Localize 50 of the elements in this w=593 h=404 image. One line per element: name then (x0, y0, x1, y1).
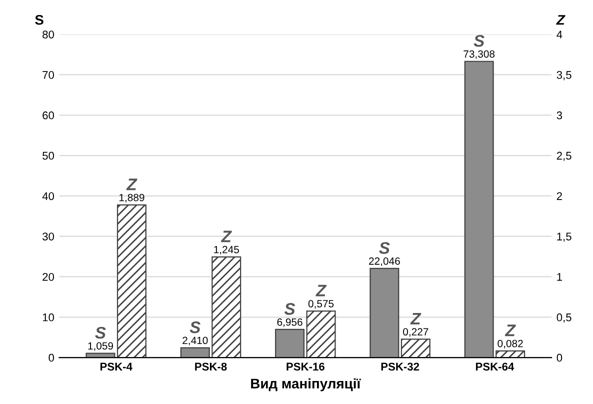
y2-tick-label: 4 (556, 30, 562, 38)
x-tick-label: PSK-32 (381, 362, 420, 371)
x-tick-label: PSK-4 (100, 362, 132, 371)
data-label: 1,059 (88, 342, 114, 351)
y-tick-label: 40 (42, 192, 54, 200)
y2-tick-label: 0,5 (556, 313, 572, 323)
y-tick-label: 60 (42, 111, 54, 120)
x-tick-label: PSK-16 (286, 362, 324, 371)
y2-tick-label: 3,5 (556, 71, 572, 80)
data-label: 6,956 (277, 318, 302, 327)
bar (116, 204, 146, 358)
series-label: Z (220, 230, 232, 242)
text: S (284, 303, 296, 315)
y2-tick-label: 0 (556, 354, 562, 362)
text: Z (410, 312, 422, 324)
bar (86, 352, 116, 358)
y2-tick-label: 1,5 (557, 232, 572, 242)
data-label: 73,308 (464, 50, 495, 59)
data-label: 1,889 (119, 194, 144, 202)
y2-axis-title: Z (556, 15, 566, 25)
y-tick-label: 10 (42, 313, 54, 322)
x-tick-label: PSK-64 (476, 362, 514, 371)
y2-tick-label: 2,5 (556, 152, 572, 161)
y-tick-label: 70 (42, 71, 54, 79)
series-label: S (474, 34, 484, 47)
data-label: 0,575 (308, 300, 334, 309)
text: S (95, 326, 106, 339)
y2-tick-label: 2 (556, 192, 562, 200)
x-axis-title: Вид маніпуляції (251, 378, 361, 392)
y-tick-label: 0 (48, 354, 54, 362)
data-label: 2,410 (182, 336, 208, 346)
data-label: 0,082 (498, 340, 523, 348)
y-tick-label: 20 (42, 273, 54, 281)
data-label: 0,227 (403, 328, 428, 337)
text: Z (126, 178, 138, 190)
text: S (379, 242, 390, 254)
bar (370, 268, 400, 358)
data-label: 1,245 (214, 246, 239, 254)
text: Z (504, 324, 516, 336)
x-tick-label: PSK-8 (195, 362, 227, 371)
bar (400, 338, 430, 358)
y-tick-label: 80 (42, 30, 54, 38)
y2-tick-label: 1 (557, 273, 562, 281)
y-tick-label: 50 (42, 152, 54, 160)
y-tick-label: 30 (42, 232, 54, 240)
y2-tick-label: 3 (556, 111, 562, 120)
y-axis-title: S (35, 14, 44, 25)
text: S (190, 321, 201, 334)
text: Z (316, 284, 327, 296)
data-label: 22,046 (369, 257, 400, 266)
